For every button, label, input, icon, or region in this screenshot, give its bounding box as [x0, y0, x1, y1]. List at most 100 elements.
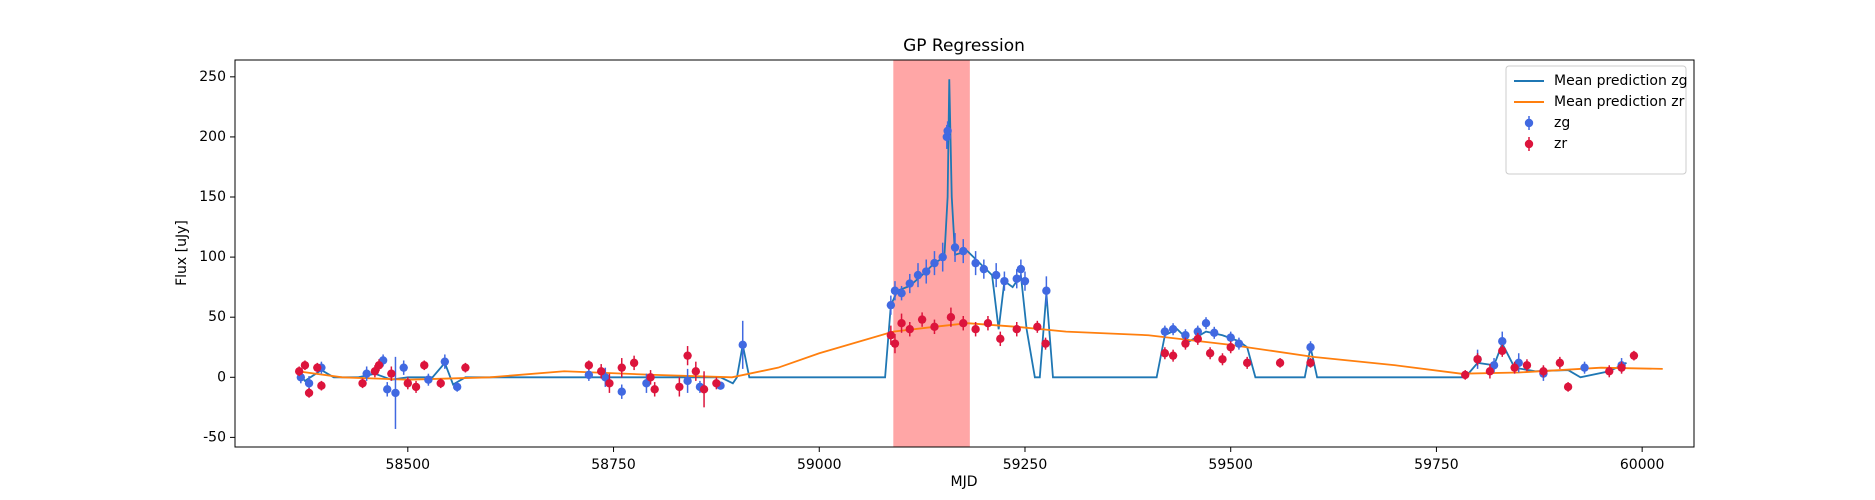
data-point — [1234, 339, 1244, 348]
plot-area — [294, 60, 1663, 447]
data-point — [1242, 358, 1252, 368]
y-tick-label: 250 — [199, 69, 226, 85]
data-point — [1306, 343, 1315, 352]
data-point — [1485, 367, 1495, 376]
data-point — [452, 382, 462, 392]
data-point — [601, 373, 610, 382]
data-point — [1168, 351, 1178, 360]
data-point — [971, 325, 980, 334]
data-point — [683, 351, 692, 360]
data-point — [917, 315, 927, 324]
mean-line — [297, 322, 1663, 381]
legend-box — [1505, 65, 1687, 175]
data-point — [411, 382, 421, 392]
x-axis-label: MJD — [951, 474, 978, 490]
data-point — [1563, 382, 1573, 392]
data-point — [943, 126, 952, 136]
data-point — [642, 379, 651, 388]
data-point — [890, 286, 900, 295]
data-point — [358, 379, 367, 388]
legend-label: zr — [1554, 136, 1567, 152]
data-point — [996, 334, 1005, 344]
data-point — [1522, 361, 1532, 370]
data-point — [1498, 337, 1507, 346]
data-point — [1181, 331, 1190, 340]
data-point — [584, 370, 594, 380]
data-point — [370, 367, 380, 376]
legend-label: Mean prediction zg — [1554, 73, 1688, 89]
axes-frame — [234, 59, 1695, 448]
data-point — [979, 264, 989, 274]
data-point — [930, 322, 939, 332]
data-point — [738, 340, 747, 350]
data-point — [1193, 334, 1202, 344]
data-point — [1042, 286, 1051, 295]
data-point — [1555, 358, 1565, 368]
data-point — [403, 379, 413, 388]
legend-label: zg — [1554, 115, 1570, 131]
data-point — [1041, 339, 1050, 348]
data-point — [399, 363, 408, 372]
x-tick-label: 59000 — [797, 457, 842, 473]
data-point — [617, 387, 626, 396]
data-point — [983, 319, 993, 328]
data-point — [605, 379, 614, 388]
data-point — [712, 379, 721, 388]
data-point — [1210, 328, 1219, 338]
x-tick-label: 59750 — [1414, 457, 1459, 473]
y-tick-label: 150 — [199, 189, 226, 205]
legend-marker — [1524, 139, 1534, 149]
data-point — [436, 379, 445, 388]
data-point — [897, 288, 906, 298]
data-point — [1226, 333, 1235, 342]
data-point — [1016, 264, 1026, 274]
data-point — [420, 361, 429, 370]
data-point — [629, 358, 639, 368]
data-point — [683, 376, 692, 386]
data-point — [1160, 327, 1170, 336]
data-point — [1605, 367, 1614, 376]
y-tick-label: 200 — [199, 129, 226, 145]
data-point — [1226, 343, 1235, 352]
data-point — [424, 375, 433, 384]
data-point — [1000, 276, 1009, 286]
data-point — [886, 300, 896, 310]
y-tick-label: 50 — [208, 309, 226, 325]
legend-label: Mean prediction zr — [1554, 94, 1685, 110]
data-point — [1510, 363, 1519, 372]
x-tick-label: 58750 — [591, 457, 636, 473]
data-point — [304, 388, 314, 398]
legend-marker — [1524, 118, 1534, 128]
data-point — [1193, 327, 1202, 336]
data-point — [313, 363, 322, 372]
data-point — [691, 367, 701, 376]
data-point — [1306, 358, 1315, 368]
data-point — [1461, 370, 1470, 380]
data-point — [584, 361, 594, 370]
data-point — [971, 258, 980, 268]
data-point — [959, 246, 968, 256]
data-point — [1201, 319, 1211, 328]
data-point — [890, 339, 900, 348]
data-point — [905, 279, 914, 288]
data-point — [1033, 322, 1042, 332]
data-point — [897, 319, 906, 328]
data-point — [646, 373, 655, 382]
data-point — [946, 312, 956, 322]
x-tick-label: 59250 — [1003, 457, 1048, 473]
x-tick-label: 59500 — [1208, 457, 1253, 473]
data-point — [675, 382, 684, 392]
data-point — [905, 325, 914, 334]
data-point — [1275, 358, 1285, 368]
data-point — [461, 363, 470, 372]
data-point — [362, 369, 371, 378]
data-point — [1617, 363, 1626, 372]
data-point — [596, 367, 606, 376]
x-tick-label: 60000 — [1620, 457, 1665, 473]
data-point — [617, 363, 626, 372]
data-point — [1218, 355, 1227, 364]
data-point — [1580, 363, 1589, 372]
data-point — [1020, 276, 1030, 286]
data-point — [1160, 349, 1170, 358]
